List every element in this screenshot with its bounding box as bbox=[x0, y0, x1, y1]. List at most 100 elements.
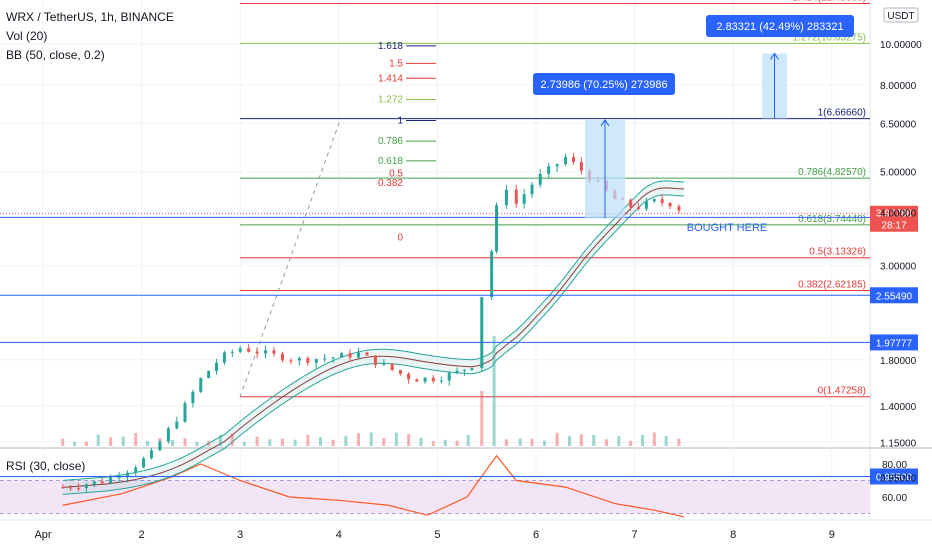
candle-body bbox=[255, 351, 259, 354]
candle-body bbox=[272, 350, 276, 354]
fib-level-label: 0.382(2.62185) bbox=[798, 280, 866, 291]
symbol-title[interactable]: WRX / TetherUS, 1h, BINANCE bbox=[6, 10, 174, 24]
volume-bar bbox=[109, 437, 113, 446]
candle-body bbox=[247, 348, 251, 352]
volume-indicator-label[interactable]: Vol (20) bbox=[6, 29, 48, 43]
currency-badge bbox=[883, 7, 919, 23]
price-axis-panel[interactable] bbox=[870, 0, 932, 550]
price-tick-label: 4.00000 bbox=[880, 209, 917, 220]
volume-bar bbox=[407, 433, 411, 446]
candle-body bbox=[629, 199, 633, 208]
rsi-tick-label: 80.00 bbox=[882, 460, 907, 471]
rsi-tick-label: 60.00 bbox=[882, 493, 907, 504]
rsi-indicator-label[interactable]: RSI (30, close) bbox=[6, 459, 86, 473]
volume-bar bbox=[382, 438, 386, 446]
fib-level-label: 1.272(10.03275) bbox=[793, 32, 866, 43]
candle-body bbox=[331, 357, 335, 359]
fib-left-label: 1.272 bbox=[378, 94, 403, 105]
candle-body bbox=[117, 477, 121, 479]
fib-level-label: 0.618(3.74440) bbox=[798, 214, 866, 225]
fib-left-label: 0 bbox=[397, 232, 403, 243]
fib-left-label: 0.382 bbox=[378, 178, 403, 189]
volume-bar bbox=[419, 437, 423, 446]
horizontal-line-price: 0.95500 bbox=[876, 472, 913, 483]
candle-body bbox=[423, 377, 427, 382]
candle-body bbox=[547, 166, 551, 174]
volume-bar bbox=[530, 438, 534, 446]
volume-bar bbox=[268, 439, 272, 446]
measure-label-box bbox=[706, 15, 854, 37]
candle-body bbox=[109, 477, 113, 484]
volume-bar bbox=[394, 432, 398, 446]
horizontal-line-price: 2.55490 bbox=[876, 291, 913, 302]
price-tick-label: 10.00000 bbox=[880, 40, 922, 51]
volume-bar bbox=[480, 391, 484, 446]
candle-body bbox=[289, 360, 293, 362]
countdown-label: 28:17 bbox=[881, 221, 906, 232]
candle-body bbox=[470, 368, 474, 370]
candle-body bbox=[183, 403, 187, 422]
horizontal-line-badge bbox=[870, 468, 918, 485]
bought-here-label: BOUGHT HERE bbox=[687, 222, 767, 234]
currency-label: USDT bbox=[887, 11, 914, 22]
time-tick-label: 3 bbox=[237, 529, 243, 541]
fib-drawing: 1.414(12.45689) 1.272(10.03275) 1(6.66660)… bbox=[239, 0, 870, 398]
time-tick-label: 5 bbox=[434, 529, 440, 541]
fib-left-label: 1.5 bbox=[389, 58, 403, 69]
candle-body bbox=[480, 297, 484, 369]
candle-body bbox=[142, 458, 146, 468]
volume-bar bbox=[96, 434, 100, 446]
volume-bar bbox=[195, 441, 199, 446]
candle-body bbox=[230, 351, 234, 353]
current-price-label: 3.97788 bbox=[876, 209, 913, 220]
volume-bar bbox=[207, 440, 211, 446]
fib-left-label: 0.5 bbox=[389, 168, 403, 179]
volume-bar bbox=[318, 437, 322, 446]
candle-body bbox=[668, 203, 672, 207]
volume-bar bbox=[134, 432, 138, 446]
fib-level-label: 0.786(4.82570) bbox=[798, 167, 866, 178]
candle-body bbox=[76, 488, 80, 490]
fib-left-label: 1.414 bbox=[378, 73, 403, 84]
volume-bar bbox=[555, 432, 559, 446]
price-tick-label: 8.00000 bbox=[880, 81, 917, 92]
candle-body bbox=[538, 173, 542, 185]
candle-body bbox=[100, 481, 104, 484]
candle-body bbox=[660, 199, 664, 204]
candle-body bbox=[431, 377, 435, 382]
candle-body bbox=[579, 162, 583, 171]
candle-body bbox=[222, 352, 226, 363]
candle-body bbox=[126, 472, 130, 478]
price-tick-label: 13.00000 bbox=[880, 0, 922, 3]
candle-body bbox=[149, 450, 153, 459]
volume-bar bbox=[293, 439, 297, 446]
candle-body bbox=[555, 164, 559, 167]
volume-bar bbox=[61, 438, 65, 446]
volume-bar bbox=[431, 441, 435, 446]
price-tick-label: 3.00000 bbox=[880, 262, 917, 273]
bb-indicator-label[interactable]: BB (50, close, 0.2) bbox=[6, 48, 105, 62]
candle-body bbox=[207, 370, 211, 379]
volume-bar bbox=[677, 438, 681, 446]
candle-body bbox=[495, 205, 499, 252]
volume-bar bbox=[344, 435, 348, 446]
volume-bar bbox=[592, 434, 596, 446]
volume-bar bbox=[171, 439, 175, 446]
candle-body bbox=[514, 189, 518, 204]
candle-body bbox=[652, 199, 656, 202]
candle-body bbox=[463, 369, 467, 371]
fib-left-label: 0.618 bbox=[378, 156, 403, 167]
time-tick-label: 2 bbox=[139, 529, 145, 541]
volume-bar bbox=[331, 439, 335, 446]
volume-bar bbox=[455, 440, 459, 446]
measure-label: 2.73986 (70.25%) 273986 bbox=[540, 79, 667, 91]
time-tick-label: 7 bbox=[632, 529, 638, 541]
horizontal-line-badge bbox=[870, 334, 918, 351]
candle-body bbox=[637, 207, 641, 209]
time-tick-label: 9 bbox=[829, 529, 835, 541]
volume-bar bbox=[652, 432, 656, 446]
candle-body bbox=[340, 353, 344, 358]
candle-body bbox=[84, 484, 88, 489]
candle-body bbox=[134, 467, 138, 473]
